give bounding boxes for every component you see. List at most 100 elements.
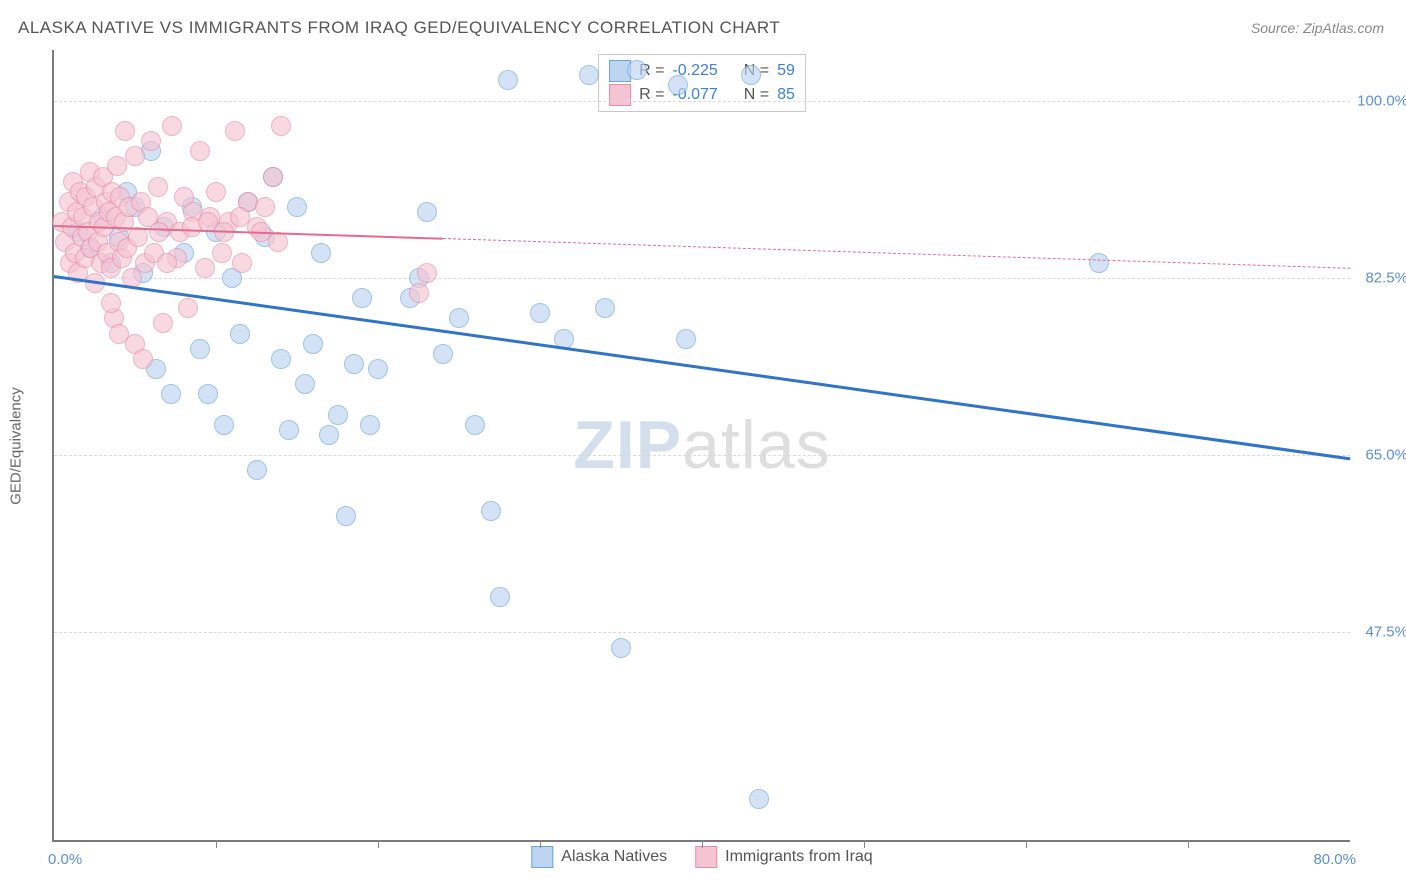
x-tick xyxy=(540,840,541,848)
scatter-point-alaska xyxy=(360,415,380,435)
scatter-point-iraq xyxy=(128,227,148,247)
scatter-point-iraq xyxy=(107,156,127,176)
n-value: 85 xyxy=(777,83,795,107)
scatter-point-iraq xyxy=(206,182,226,202)
scatter-point-alaska xyxy=(368,359,388,379)
scatter-point-iraq xyxy=(153,313,173,333)
bottom-legend: Alaska Natives Immigrants from Iraq xyxy=(531,846,872,868)
trend-line xyxy=(443,238,1350,269)
scatter-point-alaska xyxy=(303,334,323,354)
scatter-point-iraq xyxy=(417,263,437,283)
scatter-point-alaska xyxy=(352,288,372,308)
scatter-point-alaska xyxy=(417,202,437,222)
y-tick-label: 47.5% xyxy=(1365,624,1406,641)
x-axis-end-label: 80.0% xyxy=(1313,851,1356,868)
scatter-point-iraq xyxy=(409,283,429,303)
chart-title: ALASKA NATIVE VS IMMIGRANTS FROM IRAQ GE… xyxy=(18,18,780,38)
y-tick-label: 65.0% xyxy=(1365,447,1406,464)
scatter-point-alaska xyxy=(190,339,210,359)
scatter-point-alaska xyxy=(287,197,307,217)
scatter-point-alaska xyxy=(490,587,510,607)
scatter-point-iraq xyxy=(268,232,288,252)
gridline-h xyxy=(54,455,1350,456)
scatter-point-alaska xyxy=(498,70,518,90)
scatter-point-iraq xyxy=(101,293,121,313)
scatter-point-alaska xyxy=(230,324,250,344)
scatter-point-alaska xyxy=(344,354,364,374)
scatter-point-iraq xyxy=(190,141,210,161)
legend-label: Immigrants from Iraq xyxy=(725,848,873,866)
x-tick xyxy=(1188,840,1189,848)
scatter-point-alaska xyxy=(579,65,599,85)
scatter-point-alaska xyxy=(336,506,356,526)
scatter-point-iraq xyxy=(195,258,215,278)
scatter-point-iraq xyxy=(125,146,145,166)
watermark: ZIPatlas xyxy=(573,406,830,484)
scatter-point-iraq xyxy=(141,131,161,151)
watermark-zip: ZIP xyxy=(573,407,682,483)
scatter-point-alaska xyxy=(627,60,647,80)
scatter-point-iraq xyxy=(149,222,169,242)
scatter-point-alaska xyxy=(611,638,631,658)
plot-area: ZIPatlas R = -0.225N = 59R = -0.077N = 8… xyxy=(52,50,1350,842)
scatter-point-iraq xyxy=(225,121,245,141)
legend-item: Alaska Natives xyxy=(531,846,667,868)
scatter-point-iraq xyxy=(148,177,168,197)
scatter-point-alaska xyxy=(214,415,234,435)
scatter-point-iraq xyxy=(133,349,153,369)
scatter-point-iraq xyxy=(115,121,135,141)
scatter-point-alaska xyxy=(749,789,769,809)
x-tick xyxy=(378,840,379,848)
x-tick xyxy=(864,840,865,848)
scatter-point-alaska xyxy=(295,374,315,394)
scatter-point-alaska xyxy=(465,415,485,435)
gridline-h xyxy=(54,632,1350,633)
scatter-point-alaska xyxy=(319,425,339,445)
scatter-point-iraq xyxy=(157,253,177,273)
scatter-point-alaska xyxy=(247,460,267,480)
y-axis-label: GED/Equivalency xyxy=(8,387,25,505)
scatter-point-iraq xyxy=(271,116,291,136)
legend-item: Immigrants from Iraq xyxy=(695,846,873,868)
y-tick-label: 82.5% xyxy=(1365,269,1406,286)
n-label: N = xyxy=(744,83,769,107)
stats-row-iraq: R = -0.077N = 85 xyxy=(609,83,795,107)
scatter-point-alaska xyxy=(271,349,291,369)
scatter-point-alaska xyxy=(595,298,615,318)
scatter-point-alaska xyxy=(198,384,218,404)
scatter-point-alaska xyxy=(449,308,469,328)
y-tick-label: 100.0% xyxy=(1357,92,1406,109)
stats-swatch xyxy=(609,84,631,106)
x-tick xyxy=(1026,840,1027,848)
x-tick xyxy=(702,840,703,848)
n-value: 59 xyxy=(777,59,795,83)
source-label: Source: ZipAtlas.com xyxy=(1251,20,1384,36)
legend-swatch xyxy=(695,846,717,868)
scatter-point-alaska xyxy=(311,243,331,263)
scatter-point-alaska xyxy=(741,65,761,85)
scatter-point-iraq xyxy=(255,197,275,217)
legend-swatch xyxy=(531,846,553,868)
scatter-point-alaska xyxy=(1089,253,1109,273)
scatter-point-iraq xyxy=(178,298,198,318)
x-axis-start-label: 0.0% xyxy=(48,851,82,868)
gridline-h xyxy=(54,278,1350,279)
watermark-atlas: atlas xyxy=(682,407,831,483)
x-tick xyxy=(216,840,217,848)
scatter-point-alaska xyxy=(328,405,348,425)
scatter-point-alaska xyxy=(161,384,181,404)
scatter-point-iraq xyxy=(230,207,250,227)
scatter-point-iraq xyxy=(162,116,182,136)
gridline-h xyxy=(54,101,1350,102)
scatter-point-alaska xyxy=(668,75,688,95)
trend-line xyxy=(54,275,1350,460)
scatter-point-alaska xyxy=(530,303,550,323)
scatter-point-alaska xyxy=(279,420,299,440)
legend-label: Alaska Natives xyxy=(561,848,667,866)
scatter-point-alaska xyxy=(676,329,696,349)
scatter-point-alaska xyxy=(433,344,453,364)
r-label: R = xyxy=(639,83,664,107)
scatter-point-iraq xyxy=(232,253,252,273)
scatter-point-alaska xyxy=(481,501,501,521)
scatter-point-iraq xyxy=(212,243,232,263)
